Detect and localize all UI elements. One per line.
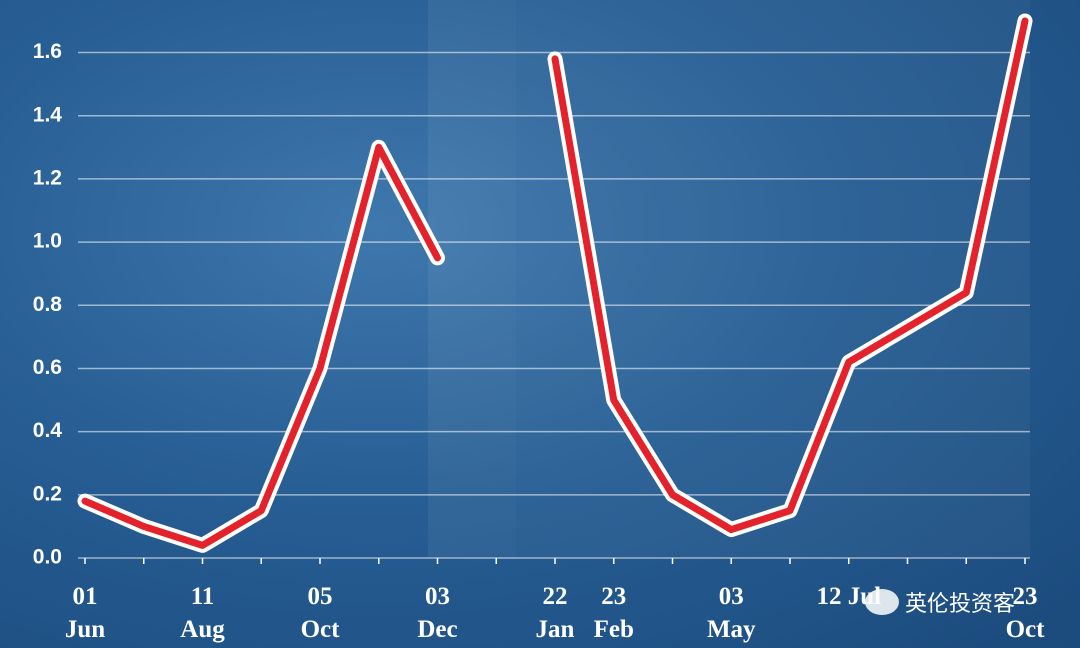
x-tick-label: 03 May xyxy=(706,583,756,643)
y-tick-label: 0.0 xyxy=(33,546,62,569)
x-tick-label: 22 Jan xyxy=(535,583,575,643)
y-tick-label: 1.4 xyxy=(33,103,63,126)
y-tick-label: 0.6 xyxy=(33,356,62,379)
shade xyxy=(516,0,1030,558)
y-tick-label: 0.4 xyxy=(33,419,63,442)
y-tick-label: 0.2 xyxy=(33,482,62,505)
x-tick-label: 01 Jun xyxy=(64,583,106,643)
x-tick-label: 23 Oct xyxy=(1005,583,1045,643)
y-tick-label: 1.6 xyxy=(33,40,62,63)
x-tick-label: 05 Oct xyxy=(300,583,340,643)
watermark: 英伦投资客 xyxy=(865,586,1015,618)
watermark-icon xyxy=(865,589,899,615)
watermark-text: 英伦投资客 xyxy=(905,592,1016,617)
line xyxy=(81,17,1029,549)
y-tick-label: 1.0 xyxy=(33,230,62,253)
x-tick-label: 23 Feb xyxy=(593,583,634,643)
y-tick-label: 1.2 xyxy=(33,166,62,189)
x-tick-label: 11 Aug xyxy=(180,583,225,643)
shade xyxy=(428,0,516,558)
x-tick-label: 03 Dec xyxy=(417,583,458,643)
y-tick-label: 0.8 xyxy=(33,293,63,316)
